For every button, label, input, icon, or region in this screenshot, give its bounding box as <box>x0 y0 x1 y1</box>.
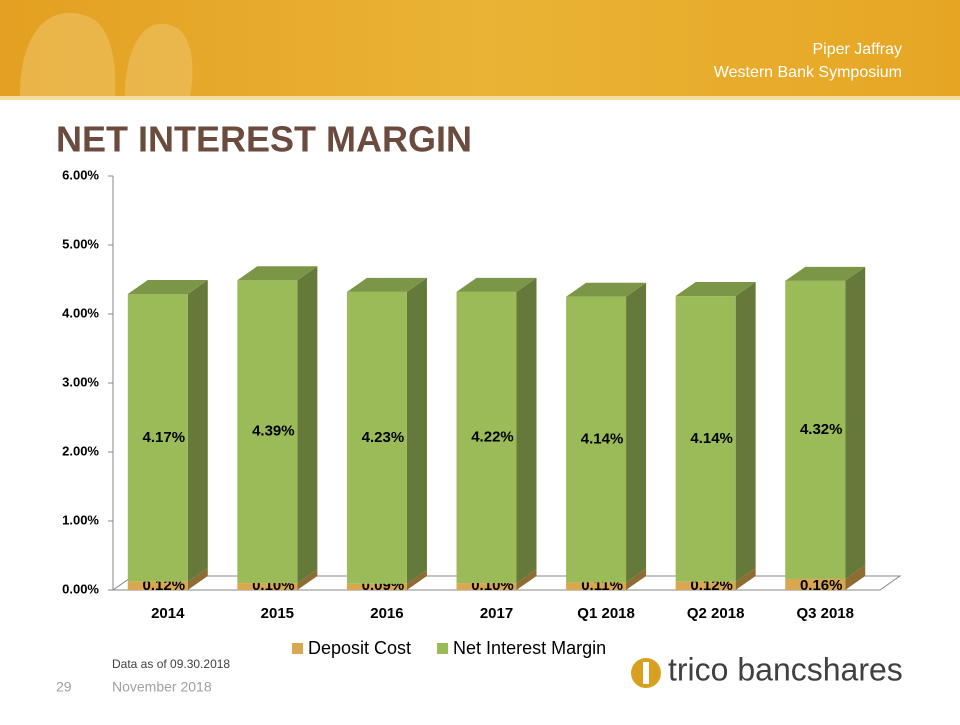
bar-side <box>735 282 756 582</box>
bar-side <box>845 266 866 579</box>
bar <box>675 296 736 582</box>
bar-top <box>566 282 647 297</box>
data-label: 4.17% <box>143 429 186 446</box>
bar <box>566 582 627 590</box>
y-tick-label: 0.00% <box>62 581 99 596</box>
y-tick-label: 2.00% <box>62 443 99 458</box>
bar <box>785 280 846 579</box>
y-tick-label: 1.00% <box>62 512 99 527</box>
bar-side <box>735 567 756 590</box>
legend-label: Net Interest Margin <box>453 638 606 658</box>
legend-label: Deposit Cost <box>308 638 411 658</box>
logo: trico bancshares <box>631 651 903 688</box>
data-label: 4.39% <box>252 423 295 440</box>
data-label: 4.23% <box>362 429 405 446</box>
bar-side <box>516 569 537 590</box>
date: November 2018 <box>112 679 212 695</box>
bar <box>237 583 298 590</box>
data-label: 4.32% <box>800 421 843 438</box>
bar <box>346 291 407 584</box>
y-tick-label: 3.00% <box>62 374 99 389</box>
x-tick-label: 2014 <box>151 605 185 622</box>
bar <box>237 280 298 584</box>
x-tick-label: Q2 2018 <box>687 605 745 622</box>
x-tick-label: 2016 <box>370 605 403 622</box>
y-tick-label: 5.00% <box>62 236 99 251</box>
bar <box>127 581 188 590</box>
data-label: 0.16% <box>800 577 843 594</box>
bar <box>675 581 736 590</box>
header-line: Western Bank Symposium <box>714 64 902 81</box>
bar-top <box>785 266 866 281</box>
header-ornament <box>20 12 193 96</box>
bar <box>456 583 517 590</box>
bar-side <box>297 569 318 590</box>
bar-side <box>187 567 208 590</box>
bar-top <box>675 282 756 297</box>
bar <box>346 583 407 590</box>
header-rule <box>0 96 960 100</box>
y-tick-label: 4.00% <box>62 305 99 320</box>
x-tick-label: Q1 2018 <box>577 605 635 622</box>
page-number: 29 <box>56 679 72 695</box>
bar-side <box>406 569 427 590</box>
header-line: Piper Jaffray <box>812 41 902 58</box>
bar <box>127 293 188 582</box>
data-label: 4.14% <box>581 431 624 448</box>
x-tick-label: 2017 <box>480 605 513 622</box>
bar-side <box>845 564 866 590</box>
legend-swatch <box>292 643 303 654</box>
bar-top <box>127 279 208 294</box>
bar-side <box>626 282 647 583</box>
logo-mark <box>643 662 649 684</box>
bar-side <box>297 266 318 584</box>
bar-side <box>187 279 208 582</box>
x-tick-label: 2015 <box>261 605 294 622</box>
legend-swatch <box>437 643 449 654</box>
bar-side <box>406 277 427 584</box>
data-label: 4.14% <box>690 430 733 447</box>
bar-side <box>626 568 647 590</box>
data-label: 4.22% <box>471 428 514 445</box>
bar-top <box>346 277 427 292</box>
bar-top <box>456 277 537 292</box>
bar-top <box>237 266 318 281</box>
bar <box>456 291 517 584</box>
footnote: Data as of 09.30.2018 <box>112 657 230 671</box>
y-tick-label: 6.00% <box>62 167 99 182</box>
x-tick-label: Q3 2018 <box>796 605 854 622</box>
logo-text: trico bancshares <box>668 651 903 687</box>
bar-side <box>516 277 537 584</box>
slide-title: NET INTEREST MARGIN <box>56 119 472 160</box>
bar <box>785 578 846 590</box>
chart: 0.00% 1.00% 2.00% 3.00% 4.00% 5.00% 6.00% 2014 0… <box>62 167 902 658</box>
bar <box>566 296 627 583</box>
